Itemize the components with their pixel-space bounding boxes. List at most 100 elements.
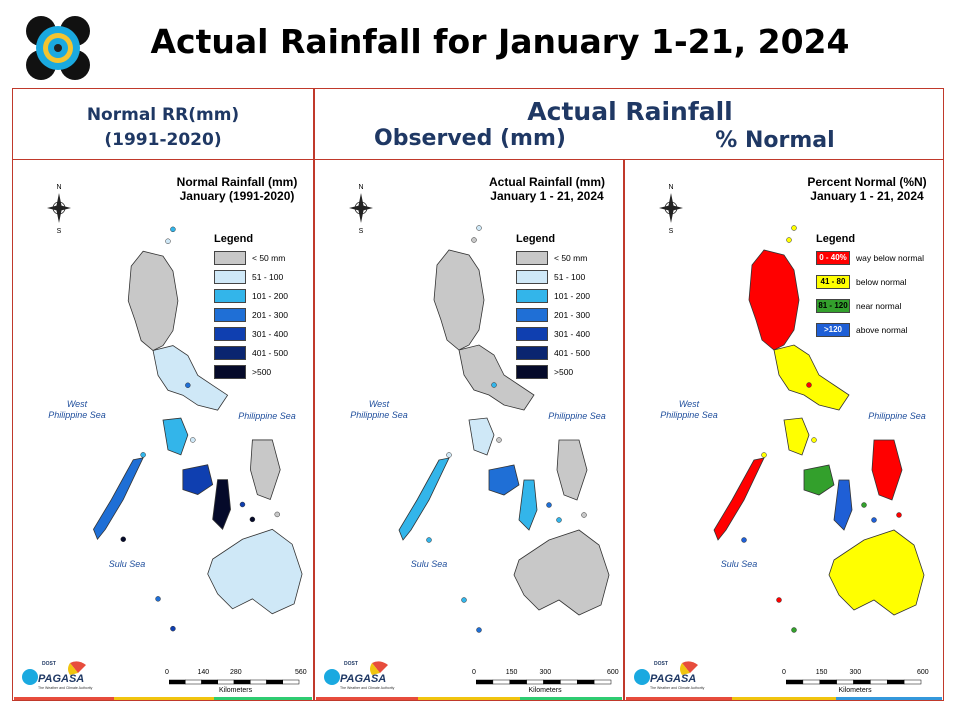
logo-umbrella-2	[370, 663, 380, 675]
sea-west-label-line2: Philippine Sea	[350, 410, 408, 420]
small-island	[249, 516, 256, 523]
normal-rainfall-map-panel: N S Normal Rainfall (mm) January (1991-2020…	[14, 161, 312, 697]
sea-west-label-line2: Philippine Sea	[660, 410, 718, 420]
legend-title: Legend	[516, 233, 556, 245]
island-palawan	[398, 457, 450, 541]
logo-swirl	[22, 669, 38, 685]
scale-unit-label: Kilometers	[838, 687, 872, 694]
compass-n: N	[668, 184, 673, 191]
small-island	[871, 517, 877, 523]
legend-swatch	[516, 270, 548, 284]
compass-icon: NS	[47, 184, 71, 235]
legend-row: < 50 mm	[516, 251, 626, 268]
legend-row: 101 - 200	[516, 289, 626, 306]
small-island	[446, 452, 452, 458]
sea-east-label: Philippine Sea	[238, 411, 296, 421]
small-island	[761, 452, 767, 458]
logo-pagasa: PAGASA	[340, 673, 387, 685]
scale-segment	[509, 679, 527, 685]
logo-tagline: The Weather and Climate Authority	[38, 686, 93, 690]
small-island	[806, 382, 812, 388]
pagasa-logo-icon	[634, 661, 698, 685]
compass-n: N	[56, 184, 61, 191]
normal-header-text: Normal RR(mm) (1991-2020)	[12, 103, 314, 153]
legend-row: < 50 mm	[214, 251, 324, 268]
scale-segment	[233, 679, 251, 685]
legend-label: 201 - 300	[252, 310, 288, 320]
map-title-line2: January 1 - 21, 2024	[810, 189, 924, 203]
map-title-line1: Percent Normal (%N)	[807, 175, 927, 189]
legend-label: 201 - 300	[554, 310, 590, 320]
compass-ring	[354, 201, 368, 215]
island-samar-leyte	[871, 439, 903, 501]
legend-swatch: 41 - 80	[816, 275, 850, 289]
island-mindoro	[162, 417, 189, 456]
footer-bar-blue-3	[836, 697, 942, 700]
footer-bar-yellow	[114, 697, 214, 700]
scale-segment	[492, 679, 510, 685]
legend-swatch	[516, 289, 548, 303]
legend-label: 51 - 100	[252, 272, 284, 282]
legend-row: 0 - 40% way below normal	[816, 251, 926, 268]
sea-west-label-line1: West	[368, 399, 390, 409]
sea-south-label: Sulu Sea	[410, 559, 448, 569]
legend-label: 51 - 100	[554, 272, 586, 282]
legend-row: >120 above normal	[816, 323, 926, 340]
sea-east-label: Philippine Sea	[548, 411, 606, 421]
island-samar-leyte	[556, 439, 588, 501]
small-island	[476, 627, 482, 633]
scale-segment	[836, 679, 854, 685]
observed-panel-frame	[314, 159, 624, 701]
legend-swatch	[516, 327, 548, 341]
footer-bar-red-3	[626, 697, 732, 700]
legend-label: 101 - 200	[252, 291, 288, 301]
island-panay	[488, 464, 520, 496]
small-island	[170, 625, 176, 632]
small-island	[861, 502, 867, 508]
scale-segment	[593, 679, 612, 685]
island-mindanao	[828, 529, 925, 616]
scale-segment	[543, 679, 561, 685]
scale-segment	[887, 679, 905, 685]
scale-segment	[819, 679, 837, 685]
legend-swatch	[516, 308, 548, 322]
scale-tick-label: 140	[197, 669, 210, 676]
map-svg	[93, 226, 303, 632]
small-island	[896, 512, 902, 518]
compass-s: S	[359, 228, 364, 235]
slide-title: Actual Rainfall for January 1-21, 2024	[150, 22, 850, 61]
compass-needle-ew	[659, 205, 683, 211]
legend-swatch: 0 - 40%	[816, 251, 850, 265]
legend-swatch	[516, 365, 548, 379]
scale-segment	[266, 679, 283, 685]
scale-bar	[786, 679, 922, 685]
legend-swatch	[214, 308, 246, 322]
legend-row: 81 - 120 near normal	[816, 299, 926, 316]
island-palawan	[93, 457, 144, 541]
small-island	[120, 536, 126, 542]
legend-row: 301 - 400	[516, 327, 626, 344]
island-mindoro	[783, 417, 810, 456]
footer-bar-yellow-3	[732, 697, 836, 700]
scale-unit-label: Kilometers	[219, 687, 253, 694]
legend-label: 101 - 200	[554, 291, 590, 301]
scale-segment	[217, 679, 235, 685]
compass-s: S	[669, 228, 674, 235]
scale-tick-label: 280	[230, 669, 242, 676]
island-luzon-south	[773, 344, 850, 411]
small-island	[165, 238, 171, 244]
footer-bar-green-2	[520, 697, 622, 700]
pagasa-footer-logo: DOST PAGASA The Weather and Climate Author…	[322, 659, 394, 693]
small-island	[786, 237, 792, 243]
logo-pagasa: PAGASA	[650, 673, 697, 685]
small-island	[546, 502, 552, 508]
logo-pagasa: PAGASA	[38, 673, 85, 685]
observed-header: Observed (mm)	[374, 126, 566, 151]
small-island	[811, 437, 817, 443]
legend-swatch	[516, 251, 548, 265]
scale-segment	[577, 679, 595, 685]
island-luzon-north	[433, 249, 485, 351]
small-island	[476, 225, 482, 231]
normal-header-line1: Normal RR(mm)	[86, 105, 240, 125]
pagasa-footer-logo: DOST PAGASA The Weather and Climate Author…	[20, 659, 93, 693]
